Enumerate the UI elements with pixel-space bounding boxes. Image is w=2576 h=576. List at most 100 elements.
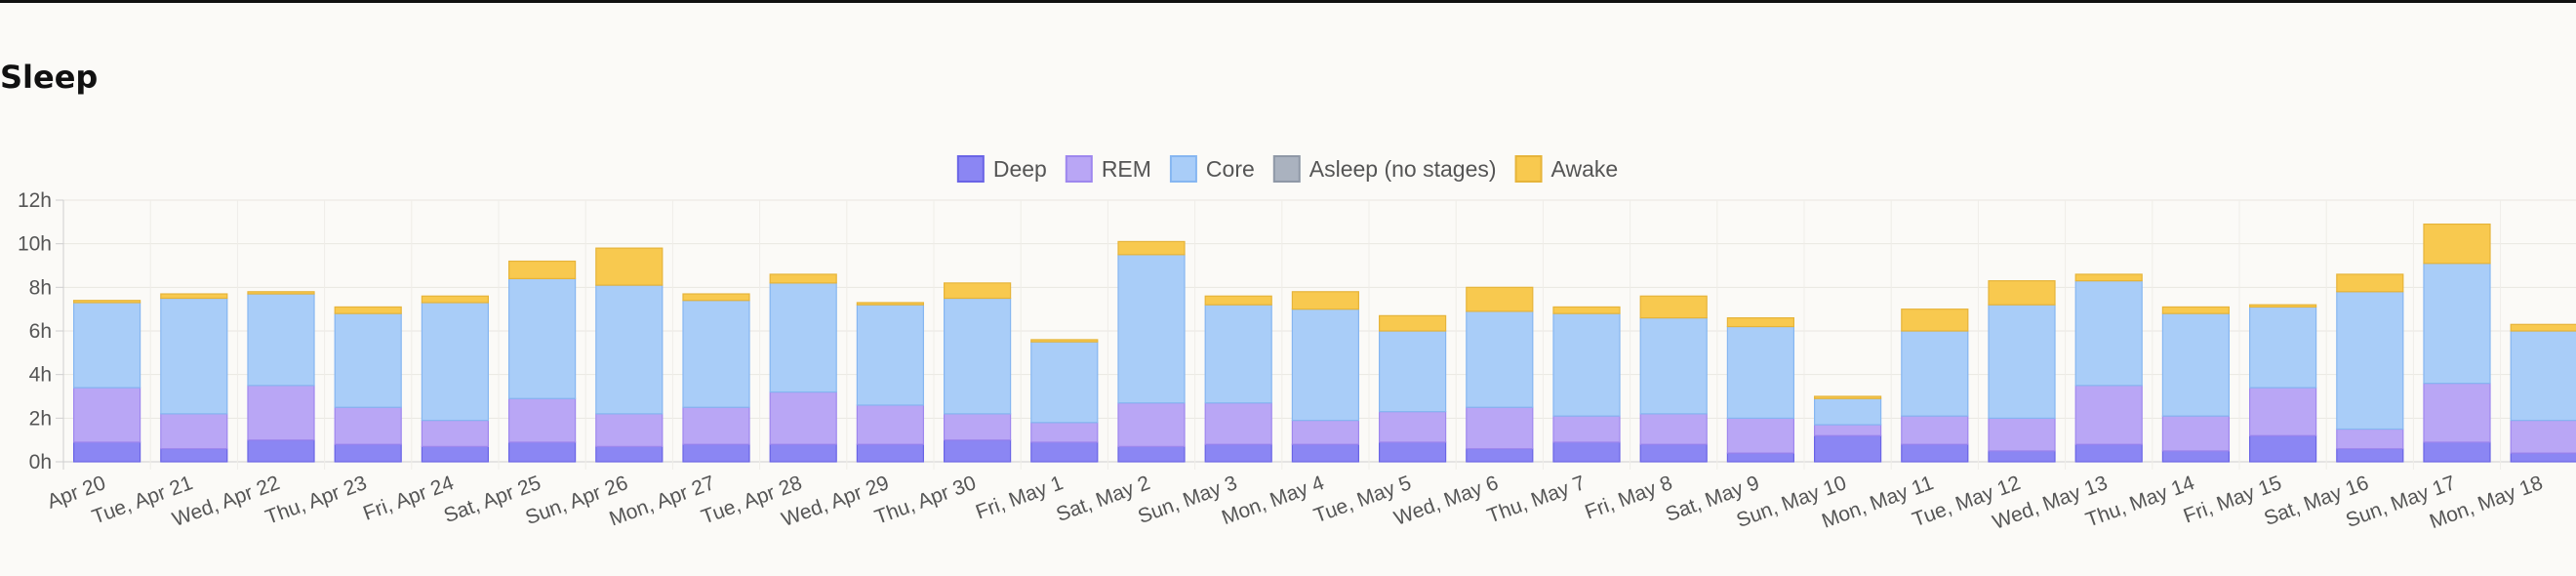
bar-segment-deep[interactable] [943, 439, 1012, 463]
legend-item[interactable]: Deep [956, 155, 1047, 183]
bar-segment-core[interactable] [72, 302, 141, 389]
bar-segment-deep[interactable] [421, 445, 489, 463]
bar-segment-deep[interactable] [1117, 445, 1186, 463]
bar-segment-deep[interactable] [2423, 441, 2491, 463]
bar-segment-rem[interactable] [1117, 402, 1186, 447]
bar-segment-rem[interactable] [1204, 402, 1272, 445]
bar-segment-rem[interactable] [943, 413, 1012, 441]
bar-stack[interactable] [1813, 395, 1882, 463]
bar-segment-deep[interactable] [2336, 448, 2404, 463]
bar-stack[interactable] [247, 291, 315, 463]
bar-segment-core[interactable] [1030, 341, 1099, 424]
bar-stack[interactable] [507, 260, 577, 463]
legend-item[interactable]: Core [1169, 155, 1255, 183]
bar-segment-deep[interactable] [1901, 443, 1969, 463]
legend-item[interactable]: REM [1065, 155, 1151, 183]
bar-segment-core[interactable] [2510, 330, 2576, 422]
bar-stack[interactable] [421, 295, 489, 463]
bar-segment-deep[interactable] [682, 443, 750, 463]
bar-segment-deep[interactable] [507, 441, 577, 463]
bar-stack[interactable] [334, 306, 402, 463]
bar-stack[interactable] [2510, 323, 2576, 463]
bar-segment-awake[interactable] [943, 282, 1012, 300]
bar-segment-core[interactable] [1466, 310, 1534, 408]
bar-segment-rem[interactable] [2510, 419, 2576, 454]
bar-segment-core[interactable] [2423, 263, 2491, 385]
bar-segment-awake[interactable] [682, 293, 750, 302]
bar-segment-rem[interactable] [2161, 415, 2230, 452]
bar-stack[interactable] [1901, 309, 1969, 463]
bar-segment-rem[interactable] [1813, 424, 1882, 436]
bar-segment-awake[interactable] [595, 247, 664, 286]
bar-stack[interactable] [2161, 306, 2230, 463]
bar-segment-rem[interactable] [1901, 415, 1969, 445]
bar-segment-deep[interactable] [72, 441, 141, 463]
bar-segment-deep[interactable] [1726, 452, 1795, 463]
bar-stack[interactable] [2423, 223, 2491, 463]
bar-segment-awake[interactable] [1901, 309, 1969, 332]
bar-segment-deep[interactable] [1988, 450, 2056, 463]
bar-segment-awake[interactable] [1726, 317, 1795, 328]
bar-segment-rem[interactable] [2249, 387, 2317, 436]
bar-segment-core[interactable] [1291, 309, 1360, 422]
bar-segment-rem[interactable] [2423, 383, 2491, 443]
bar-segment-awake[interactable] [1552, 306, 1621, 314]
bar-segment-core[interactable] [1639, 317, 1708, 415]
bar-stack[interactable] [2074, 273, 2143, 463]
bar-segment-deep[interactable] [160, 448, 228, 463]
bar-segment-awake[interactable] [856, 302, 925, 306]
bar-stack[interactable] [1117, 240, 1186, 463]
bar-segment-awake[interactable] [507, 260, 577, 279]
bar-segment-core[interactable] [421, 302, 489, 422]
bar-segment-rem[interactable] [595, 413, 664, 447]
bar-segment-deep[interactable] [595, 445, 664, 463]
bar-segment-deep[interactable] [2074, 443, 2143, 463]
bar-segment-rem[interactable] [1291, 419, 1360, 445]
bar-segment-rem[interactable] [2074, 385, 2143, 445]
bar-segment-rem[interactable] [856, 404, 925, 445]
bar-segment-core[interactable] [856, 304, 925, 406]
bar-segment-core[interactable] [2161, 312, 2230, 417]
bar-segment-rem[interactable] [1378, 411, 1447, 443]
bar-stack[interactable] [595, 247, 664, 463]
bar-segment-core[interactable] [2249, 306, 2317, 389]
bar-stack[interactable] [856, 302, 925, 463]
bar-segment-core[interactable] [1378, 330, 1447, 413]
bar-segment-awake[interactable] [2161, 306, 2230, 314]
bar-segment-deep[interactable] [1639, 443, 1708, 463]
bar-segment-core[interactable] [1988, 304, 2056, 419]
bar-segment-rem[interactable] [2336, 428, 2404, 450]
bar-stack[interactable] [1291, 291, 1360, 463]
bar-segment-rem[interactable] [1466, 406, 1534, 450]
bar-segment-awake[interactable] [1030, 339, 1099, 343]
bar-segment-deep[interactable] [1466, 448, 1534, 463]
bar-segment-awake[interactable] [160, 293, 228, 300]
bar-stack[interactable] [1639, 295, 1708, 463]
legend-item[interactable]: Asleep (no stages) [1272, 155, 1497, 183]
bar-segment-rem[interactable] [160, 413, 228, 450]
bar-segment-awake[interactable] [2510, 323, 2576, 332]
bar-segment-core[interactable] [334, 312, 402, 408]
bar-segment-rem[interactable] [1639, 413, 1708, 445]
bar-segment-awake[interactable] [2336, 273, 2404, 293]
bar-stack[interactable] [2249, 304, 2317, 463]
bar-segment-awake[interactable] [334, 306, 402, 314]
bar-segment-rem[interactable] [1726, 417, 1795, 454]
bar-segment-deep[interactable] [1378, 441, 1447, 463]
bar-segment-core[interactable] [1901, 330, 1969, 417]
bar-segment-deep[interactable] [247, 439, 315, 463]
bar-segment-awake[interactable] [1291, 291, 1360, 310]
bar-segment-rem[interactable] [421, 419, 489, 447]
bar-segment-core[interactable] [1552, 312, 1621, 417]
bar-segment-deep[interactable] [2249, 434, 2317, 463]
bar-segment-awake[interactable] [421, 295, 489, 304]
bar-segment-rem[interactable] [334, 406, 402, 445]
bar-segment-deep[interactable] [2510, 452, 2576, 463]
bar-segment-core[interactable] [507, 277, 577, 399]
bar-segment-deep[interactable] [334, 443, 402, 463]
bar-segment-core[interactable] [1117, 254, 1186, 404]
bar-segment-awake[interactable] [1117, 240, 1186, 256]
bar-segment-awake[interactable] [1988, 280, 2056, 306]
bar-segment-awake[interactable] [247, 291, 315, 295]
bar-stack[interactable] [682, 293, 750, 463]
